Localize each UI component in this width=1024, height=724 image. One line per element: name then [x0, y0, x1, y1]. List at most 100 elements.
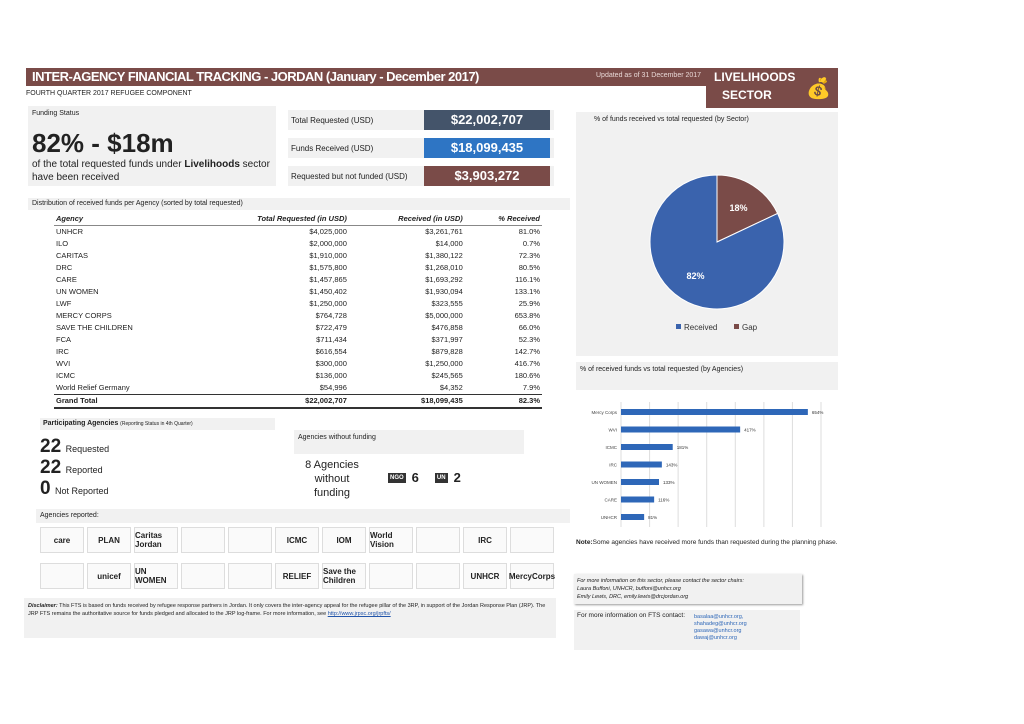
without-funding-title: Agencies without funding: [294, 430, 524, 454]
table-row: DRC $1,575,800 $1,268,010 80.5%: [54, 262, 542, 274]
column-header: Total Requested (in USD): [190, 213, 349, 226]
table-cell: $616,554: [315, 347, 347, 356]
table-cell: FCA: [56, 335, 71, 344]
jrp-fts-link[interactable]: http://www.jrpsc.org/jrpfts/: [327, 611, 391, 617]
legend-label: Gap: [742, 323, 758, 332]
total-requested-value: $22,002,707: [424, 110, 550, 130]
funding-description: of the total requested funds under Livel…: [32, 159, 270, 183]
pie-label: 82%: [686, 271, 704, 281]
note: Note:Some agencies have received more fu…: [576, 539, 838, 546]
agency-logo: Save the Children: [322, 563, 366, 589]
page-title: INTER-AGENCY FINANCIAL TRACKING - JORDAN…: [32, 69, 479, 84]
agency-logo: UNHCR: [463, 563, 507, 589]
table-row: World Relief Germany $54,996 $4,352 7.9%: [54, 382, 542, 395]
table-cell: LWF: [56, 299, 72, 308]
table-cell: WVI: [56, 359, 71, 368]
funding-status-label: Funding Status: [32, 110, 80, 117]
updated-date: Updated as of 31 December 2017: [596, 72, 702, 79]
agency-logo: [369, 563, 413, 589]
bar-chart: Mercy Corps 654% WVI 417% ICMC 181% IRC 143% UN …: [591, 402, 823, 527]
bar-category-label: Mercy Corps: [591, 410, 617, 415]
table-cell: $3,261,761: [425, 227, 463, 236]
table-cell: $14,000: [435, 239, 463, 248]
agency-logo: [181, 563, 225, 589]
email-link[interactable]: shahadeg@unhcr.org: [694, 621, 747, 627]
table-cell: 7.9%: [522, 383, 540, 392]
table-cell: SAVE THE CHILDREN: [56, 323, 133, 332]
bar: [621, 409, 808, 415]
table-cell: $879,828: [431, 347, 463, 356]
ngo-count: 6: [411, 470, 419, 485]
sector-label: SECTOR: [722, 88, 772, 102]
table-cell: $4,025,000: [309, 227, 347, 236]
table-row: CARITAS $1,910,000 $1,380,122 72.3%: [54, 250, 542, 262]
table-cell: 80.5%: [518, 263, 540, 272]
table-row: UN WOMEN $1,450,402 $1,930,094 133.1%: [54, 286, 542, 298]
agencies-reported-title: Agencies reported:: [36, 509, 570, 523]
pie-slice-gap: [716, 174, 779, 243]
email-link[interactable]: basalaa@unhcr.org,: [694, 614, 744, 620]
legend-swatch: [676, 324, 681, 329]
participating-stats: 22 Requested 22 Reported 0 Not Reported: [40, 436, 109, 499]
table-cell: $54,996: [319, 383, 347, 392]
table-cell: $1,450,402: [309, 287, 347, 296]
agency-logo: [416, 527, 460, 553]
table-cell: $1,250,000: [309, 299, 347, 308]
not-reported-label: Not Reported: [55, 486, 109, 496]
table-cell: CARE: [56, 275, 77, 284]
table-cell: $1,930,094: [425, 287, 463, 296]
table-cell: 142.7%: [514, 347, 540, 356]
table-cell: $245,565: [431, 371, 463, 380]
agency-logo: [228, 563, 272, 589]
agency-logo: unicef: [87, 563, 131, 589]
table-cell: 116.1%: [515, 275, 540, 284]
table-cell: MERCY CORPS: [56, 311, 112, 320]
table-cell: $476,858: [431, 323, 463, 332]
table-row: LWF $1,250,000 $323,555 25.9%: [54, 298, 542, 310]
table-cell: $18,099,435: [348, 394, 465, 409]
table-cell: 133.1%: [514, 287, 540, 296]
table-cell: $1,380,122: [425, 251, 463, 260]
table-cell: $764,728: [315, 311, 347, 320]
bar-category-label: CARE: [604, 498, 617, 503]
not-reported-count: 0: [40, 478, 51, 499]
table-cell: $4,352: [439, 383, 463, 392]
bar-value-label: 181%: [677, 445, 689, 450]
email-link[interactable]: gasawa@unhcr.org: [694, 628, 742, 634]
bar-value-label: 143%: [666, 463, 678, 468]
legend-label: Received: [684, 323, 717, 332]
agency-logo: [181, 527, 225, 553]
funds-received-value: $18,099,435: [424, 138, 550, 158]
bar-category-label: ICMC: [606, 445, 618, 450]
disclaimer: Disclaimer: This FTS is based on funds r…: [24, 598, 556, 638]
money-bag-icon: 💰: [806, 78, 831, 100]
agency-logo: ICMC: [275, 527, 319, 553]
table-cell: 82.3%: [464, 394, 542, 409]
agency-logo: UN WOMEN: [134, 563, 178, 589]
table-row: WVI $300,000 $1,250,000 416.7%: [54, 358, 542, 370]
email-link[interactable]: dawaj@unhcr.org: [694, 635, 737, 641]
table-row: UNHCR $4,025,000 $3,261,761 81.0%: [54, 226, 542, 239]
sector-badge: LIVELIHOODS SECTOR 💰: [706, 68, 838, 108]
totals-panel: Total Requested (USD) $22,002,707 Funds R…: [288, 110, 554, 186]
without-funding-breakdown: NGO 6 UN 2: [388, 470, 461, 485]
distribution-title: Distribution of received funds per Agenc…: [28, 198, 570, 210]
table-cell: $1,268,010: [425, 263, 463, 272]
table-cell: ICMC: [56, 371, 76, 380]
bar-title-box: % of received funds vs total requested (…: [576, 362, 838, 390]
agency-logo: World Vision: [369, 527, 413, 553]
column-header: Agency: [54, 213, 191, 226]
participating-title: Participating Agencies (Reporting Status…: [40, 418, 275, 430]
table-row: Grand Total $22,002,707 $18,099,435 82.3%: [54, 394, 542, 409]
table-row: CARE $1,457,865 $1,693,292 116.1%: [54, 274, 542, 286]
agency-logo: care: [40, 527, 84, 553]
table-cell: $371,997: [431, 335, 463, 344]
fts-label: For more information on FTS contact:: [577, 612, 686, 619]
table-cell: 180.6%: [514, 371, 540, 380]
table-cell: $2,000,000: [309, 239, 347, 248]
table-cell: $22,002,707: [190, 394, 349, 409]
agency-logo: RELIEF: [275, 563, 319, 589]
table-cell: 72.3%: [518, 251, 540, 260]
pie-panel: % of funds received vs total requested (…: [576, 112, 838, 356]
bar: [621, 514, 645, 520]
